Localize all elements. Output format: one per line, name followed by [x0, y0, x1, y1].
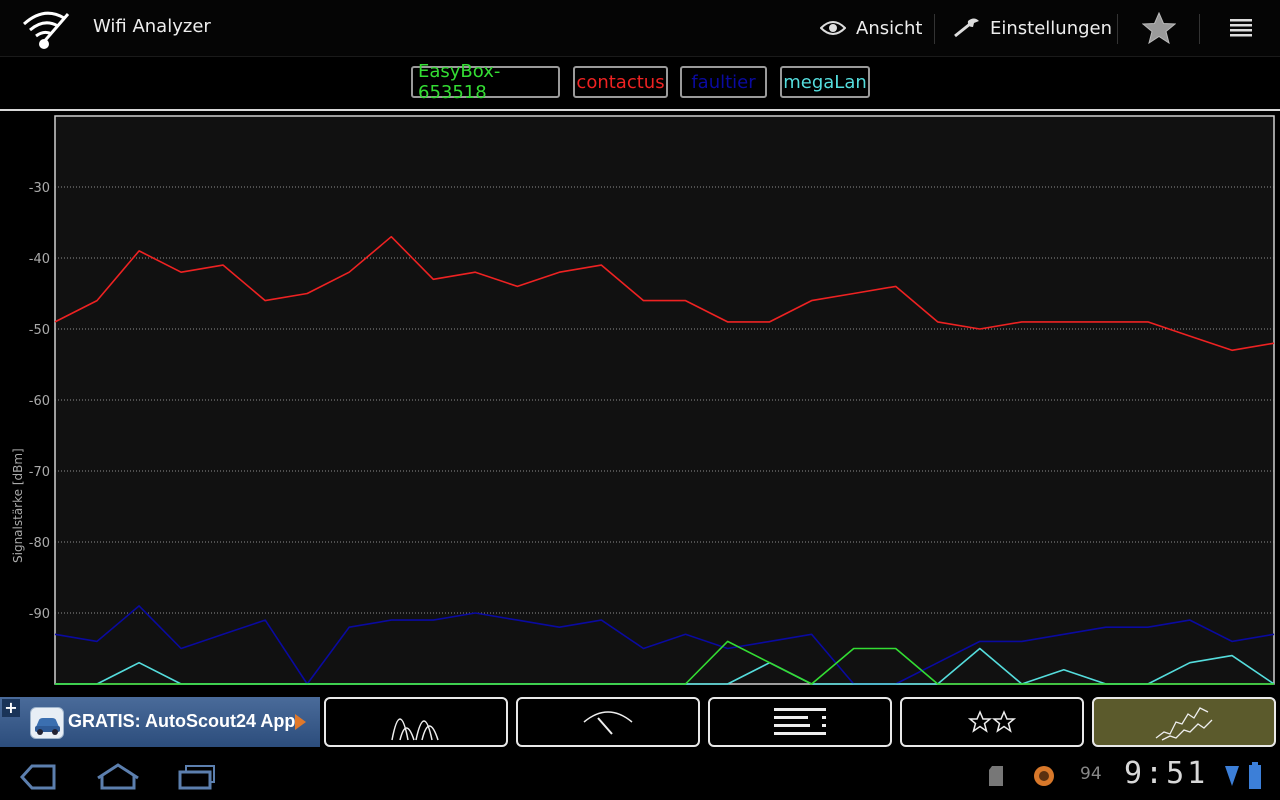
y-tick-label: -50 [29, 323, 50, 338]
y-tick-label: -30 [29, 181, 50, 196]
ad-text: GRATIS: AutoScout24 App [68, 711, 296, 731]
star-icon [1142, 12, 1176, 44]
y-axis-label: Signalstärke [dBm] [11, 448, 25, 563]
tab-channel-rating[interactable] [900, 697, 1084, 747]
legend-label: contactus [576, 71, 665, 93]
eye-icon [820, 21, 846, 35]
y-tick-label: -40 [29, 252, 50, 267]
gauge-icon [583, 711, 633, 735]
favorite-button[interactable] [1142, 0, 1186, 56]
wrench-icon [954, 18, 979, 38]
tab-signal-meter[interactable] [516, 697, 700, 747]
ad-expand-icon[interactable]: + [2, 699, 20, 717]
legend-item-easybox[interactable]: EasyBox-653518 [411, 61, 560, 103]
view-menu-button[interactable]: Ansicht [820, 0, 922, 56]
legend-label: faultier [691, 71, 756, 93]
clock: 9:51 [1124, 756, 1209, 791]
legend-label: EasyBox-653518 [418, 61, 501, 103]
network-legend: EasyBox-653518 contactus faultier megaLa… [0, 57, 1280, 111]
signal-time-chart: Signalstärke [dBm] -30 -40 -50 -60 -70 -80 -90 [0, 111, 1280, 696]
action-bar: Wifi Analyzer Ansicht Einstellungen [0, 0, 1280, 57]
autoscout-logo [30, 707, 64, 739]
action-divider [1117, 14, 1118, 44]
notification-icon[interactable] [1032, 764, 1056, 788]
legend-item-contactus[interactable]: contactus [573, 66, 668, 98]
back-icon[interactable] [18, 764, 58, 790]
legend-item-megalan[interactable]: megaLan [780, 66, 870, 98]
view-menu-label: Ansicht [856, 17, 923, 39]
wifi-signal-icon [1225, 766, 1239, 786]
ad-banner[interactable]: + GRATIS: AutoScout24 App [0, 697, 320, 747]
channel-graph-icon [391, 718, 439, 741]
wifi-app-icon [22, 11, 70, 49]
time-graph-icon [1155, 707, 1213, 741]
y-tick-label: -80 [29, 536, 50, 551]
tab-channel-graph[interactable] [324, 697, 508, 747]
bottom-bar: + GRATIS: AutoScout24 App [0, 696, 1280, 750]
home-icon[interactable] [96, 762, 140, 790]
sd-card-icon [989, 766, 1003, 786]
series-line-easybox-653518 [55, 640, 1274, 685]
recent-apps-icon[interactable] [176, 764, 218, 790]
list-icon [774, 708, 826, 735]
action-divider [1199, 14, 1200, 44]
action-divider [934, 14, 935, 44]
ad-arrow-icon [295, 714, 306, 730]
battery-icon [1249, 762, 1261, 789]
stars-icon [967, 710, 1017, 733]
y-tick-label: -60 [29, 394, 50, 409]
y-tick-label: -70 [29, 465, 50, 480]
app-title: Wifi Analyzer [93, 16, 211, 37]
system-bar: 94 9:51 [0, 750, 1280, 800]
overflow-menu-button[interactable] [1228, 0, 1264, 56]
legend-label: megaLan [783, 71, 867, 93]
legend-item-faultier[interactable]: faultier [680, 66, 767, 98]
y-tick-label: -90 [29, 607, 50, 622]
series-line-faultier [54, 605, 1275, 685]
tab-time-graph[interactable] [1092, 697, 1276, 747]
battery-percent: 94 [1080, 764, 1102, 784]
settings-menu-label: Einstellungen [990, 17, 1113, 39]
series-line-contactus [54, 235, 1275, 352]
settings-menu-button[interactable]: Einstellungen [952, 0, 1112, 56]
menu-icon [1230, 19, 1252, 37]
chart-canvas: -30 -40 -50 -60 -70 -80 -90 [29, 115, 1275, 685]
tab-ap-list[interactable] [708, 697, 892, 747]
